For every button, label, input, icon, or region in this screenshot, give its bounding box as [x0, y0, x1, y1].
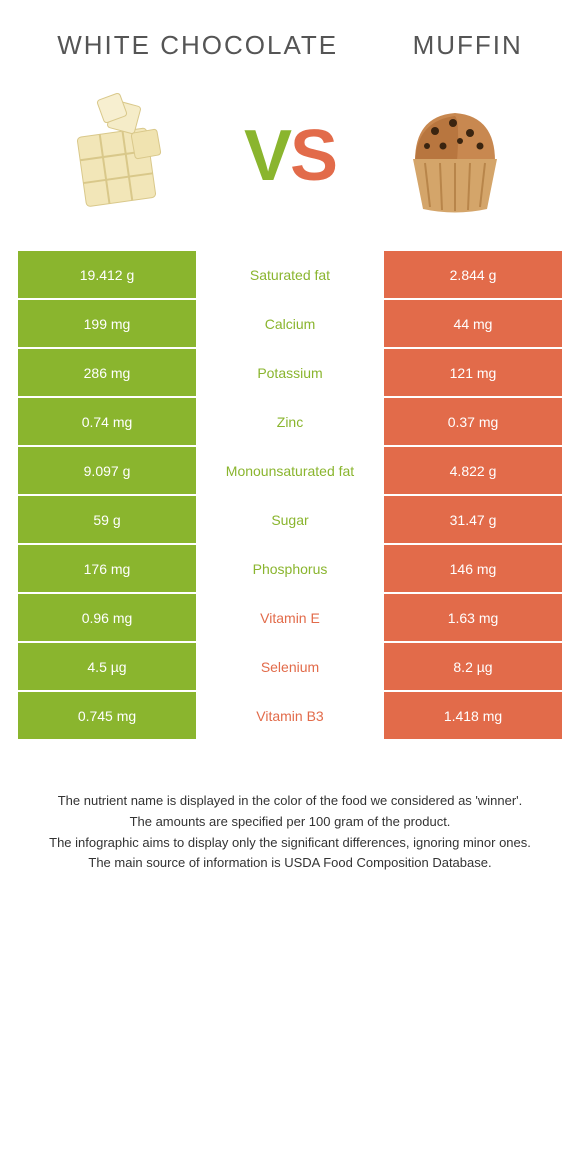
- vs-label: VS: [244, 115, 336, 197]
- white-chocolate-image: [55, 91, 195, 221]
- footer-line: The infographic aims to display only the…: [40, 833, 540, 854]
- table-row: 286 mgPotassium121 mg: [18, 349, 562, 396]
- left-value-cell: 0.745 mg: [18, 692, 198, 739]
- left-value-cell: 4.5 µg: [18, 643, 198, 690]
- nutrient-label-cell: Monounsaturated fat: [198, 447, 382, 494]
- left-value-cell: 9.097 g: [18, 447, 198, 494]
- nutrient-label-cell: Zinc: [198, 398, 382, 445]
- table-row: 19.412 gSaturated fat2.844 g: [18, 251, 562, 298]
- table-row: 0.96 mgVitamin E1.63 mg: [18, 594, 562, 641]
- muffin-image: [385, 91, 525, 221]
- left-value-cell: 19.412 g: [18, 251, 198, 298]
- table-row: 4.5 µgSelenium8.2 µg: [18, 643, 562, 690]
- nutrient-table: 19.412 gSaturated fat2.844 g199 mgCalciu…: [0, 251, 580, 739]
- right-value-cell: 2.844 g: [382, 251, 562, 298]
- right-value-cell: 146 mg: [382, 545, 562, 592]
- left-value-cell: 286 mg: [18, 349, 198, 396]
- header: WHITE CHOCOLATE MUFFIN: [0, 0, 580, 71]
- right-value-cell: 1.418 mg: [382, 692, 562, 739]
- right-value-cell: 121 mg: [382, 349, 562, 396]
- nutrient-label-cell: Sugar: [198, 496, 382, 543]
- left-value-cell: 59 g: [18, 496, 198, 543]
- table-row: 0.745 mgVitamin B31.418 mg: [18, 692, 562, 739]
- nutrient-label-cell: Selenium: [198, 643, 382, 690]
- table-row: 199 mgCalcium44 mg: [18, 300, 562, 347]
- nutrient-label-cell: Saturated fat: [198, 251, 382, 298]
- right-food-title: MUFFIN: [413, 30, 523, 61]
- footer-line: The nutrient name is displayed in the co…: [40, 791, 540, 812]
- vs-row: VS: [0, 71, 580, 251]
- footer-line: The main source of information is USDA F…: [40, 853, 540, 874]
- left-value-cell: 0.74 mg: [18, 398, 198, 445]
- left-value-cell: 176 mg: [18, 545, 198, 592]
- right-value-cell: 4.822 g: [382, 447, 562, 494]
- nutrient-label-cell: Calcium: [198, 300, 382, 347]
- right-value-cell: 31.47 g: [382, 496, 562, 543]
- right-value-cell: 1.63 mg: [382, 594, 562, 641]
- table-row: 59 gSugar31.47 g: [18, 496, 562, 543]
- footer-line: The amounts are specified per 100 gram o…: [40, 812, 540, 833]
- right-value-cell: 0.37 mg: [382, 398, 562, 445]
- vs-v-letter: V: [244, 116, 290, 196]
- nutrient-label-cell: Vitamin E: [198, 594, 382, 641]
- left-value-cell: 0.96 mg: [18, 594, 198, 641]
- right-value-cell: 44 mg: [382, 300, 562, 347]
- right-value-cell: 8.2 µg: [382, 643, 562, 690]
- nutrient-label-cell: Potassium: [198, 349, 382, 396]
- nutrient-label-cell: Vitamin B3: [198, 692, 382, 739]
- left-value-cell: 199 mg: [18, 300, 198, 347]
- table-row: 0.74 mgZinc0.37 mg: [18, 398, 562, 445]
- table-row: 176 mgPhosphorus146 mg: [18, 545, 562, 592]
- footer-notes: The nutrient name is displayed in the co…: [0, 741, 580, 894]
- table-row: 9.097 gMonounsaturated fat4.822 g: [18, 447, 562, 494]
- vs-s-letter: S: [290, 116, 336, 196]
- nutrient-label-cell: Phosphorus: [198, 545, 382, 592]
- left-food-title: WHITE CHOCOLATE: [57, 30, 338, 61]
